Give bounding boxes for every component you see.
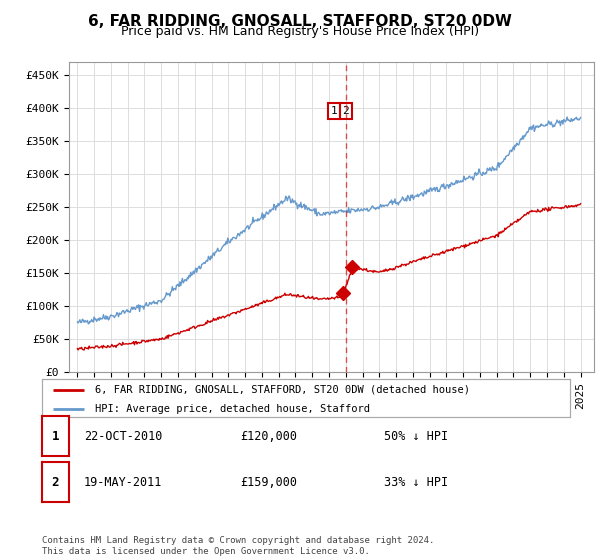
Text: £120,000: £120,000 [240, 430, 297, 443]
Text: 33% ↓ HPI: 33% ↓ HPI [384, 475, 448, 489]
Text: 2: 2 [52, 475, 59, 489]
Text: 6, FAR RIDDING, GNOSALL, STAFFORD, ST20 0DW (detached house): 6, FAR RIDDING, GNOSALL, STAFFORD, ST20 … [95, 385, 470, 395]
Text: Price paid vs. HM Land Registry's House Price Index (HPI): Price paid vs. HM Land Registry's House … [121, 25, 479, 38]
Text: 2: 2 [343, 106, 349, 116]
Text: 19-MAY-2011: 19-MAY-2011 [84, 475, 163, 489]
Text: 1: 1 [331, 106, 337, 116]
Text: £159,000: £159,000 [240, 475, 297, 489]
Text: 22-OCT-2010: 22-OCT-2010 [84, 430, 163, 443]
Text: 1: 1 [52, 430, 59, 443]
Text: 50% ↓ HPI: 50% ↓ HPI [384, 430, 448, 443]
Text: HPI: Average price, detached house, Stafford: HPI: Average price, detached house, Staf… [95, 404, 370, 414]
Text: 6, FAR RIDDING, GNOSALL, STAFFORD, ST20 0DW: 6, FAR RIDDING, GNOSALL, STAFFORD, ST20 … [88, 14, 512, 29]
Text: Contains HM Land Registry data © Crown copyright and database right 2024.
This d: Contains HM Land Registry data © Crown c… [42, 536, 434, 556]
